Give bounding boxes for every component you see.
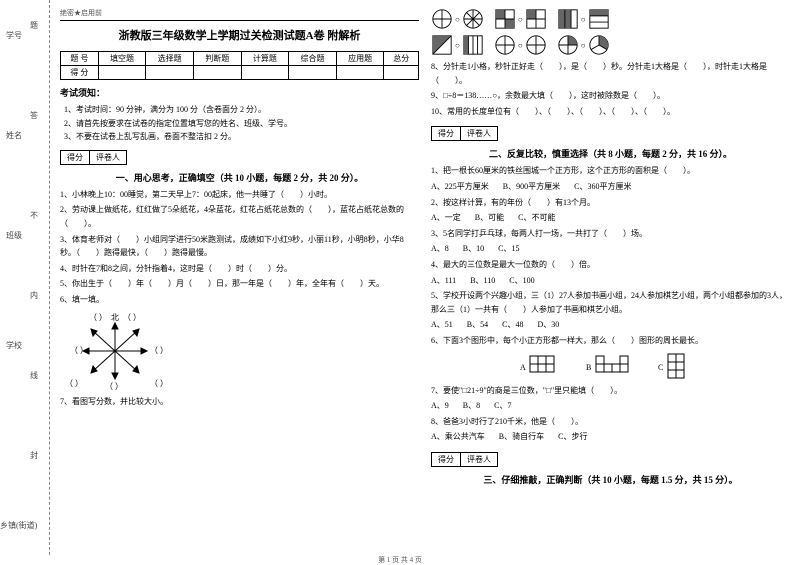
- margin-cut-5: 答: [30, 110, 38, 121]
- section-score-box-2: 得分 评卷人: [431, 126, 498, 141]
- svg-text:（ ）: （ ）: [105, 382, 123, 391]
- polyomino-row: A B C: [431, 352, 790, 380]
- st-h7: 总分: [384, 52, 419, 66]
- st-h3: 判断题: [193, 52, 241, 66]
- svg-text:（ ）: （ ）: [150, 346, 168, 355]
- page-footer: 第 1 页 共 4 页: [0, 555, 800, 565]
- q1-9: 9、□÷8＝138……○，余数最大填（ ），这时被除数是（ ）。: [431, 89, 790, 103]
- svg-text:（ ） 北 （ ）: （ ） 北 （ ）: [89, 313, 141, 322]
- st-h4: 计算题: [241, 52, 289, 66]
- q2-6: 6、下面3个图形中，每个小正方形都一样大，那么（ ）图形的周长最长。: [431, 334, 790, 348]
- svg-text:（ ）: （ ）: [65, 379, 83, 388]
- margin-cut-6: 题: [30, 20, 38, 31]
- frac-circle-3: ○: [557, 34, 610, 56]
- q2-3: 3、5名同学打乒乓球，每两人打一场，一共打了（ ）场。: [431, 227, 790, 241]
- binding-margin: 学号 题 姓名 答 班级 不 内 学校 线 封 乡镇(街道): [0, 0, 50, 555]
- margin-cut-2: 线: [30, 370, 38, 381]
- st-s0: 得 分: [61, 66, 99, 80]
- q2-5: 5、学校开设两个兴趣小组，三（1）27人参加书画小组，24人参加棋艺小组，两个小…: [431, 289, 790, 316]
- section1-title: 一、用心思考，正确填空（共 10 小题，每题 2 分，共 20 分）。: [60, 171, 419, 184]
- svg-text:（ ）: （ ）: [150, 379, 168, 388]
- q1-3: 3、体育老师对（ ）小组同学进行50米跑测试，成绩如下小红9秒，小丽11秒，小明…: [60, 233, 419, 260]
- poly-b: B: [586, 352, 640, 380]
- score-table: 题 号 填空题 选择题 判断题 计算题 综合题 应用题 总分 得 分: [60, 51, 419, 80]
- left-column: 绝密★启用前 浙教版三年级数学上学期过关检测试题A卷 附解析 题 号 填空题 选…: [60, 8, 419, 547]
- margin-cut-1: 封: [30, 450, 38, 461]
- q1-10: 10、常用的长度单位有（ ）、（ ）、（ ）、（ ）、（ ）。: [431, 105, 790, 119]
- notice-3: 3、不要在试卷上乱写乱画，卷面不整洁扣 2 分。: [64, 130, 419, 144]
- poly-c: C: [658, 352, 704, 380]
- st-h1: 填空题: [98, 52, 146, 66]
- st-h5: 综合题: [289, 52, 337, 66]
- q1-7: 7、看图写分数，并比较大小。: [60, 395, 419, 409]
- notice-1: 1、考试时间：90 分钟，满分为 100 分（含卷面分 2 分）。: [64, 103, 419, 117]
- q2-2: 2、按这样计算，有的年份（ ）有13个月。: [431, 196, 790, 210]
- svg-text:B: B: [586, 363, 591, 372]
- fraction-row-1: ○ ○ ○: [431, 8, 790, 30]
- margin-cut-4: 不: [30, 210, 38, 221]
- frac-square-3: ○: [431, 34, 484, 56]
- margin-lbl-4: 姓名: [6, 130, 22, 141]
- margin-lbl-3: 班级: [6, 230, 22, 241]
- margin-lbl-5: 学号: [6, 30, 22, 41]
- section-score-box-3: 得分 评卷人: [431, 452, 498, 467]
- q1-1: 1、小林晚上10：00睡觉，第二天早上7：00起床，他一共睡了（ ）小时。: [60, 188, 419, 202]
- frac-circle-1: ○: [431, 8, 484, 30]
- q1-6: 6、填一填。: [60, 293, 419, 307]
- svg-text:A: A: [520, 363, 526, 372]
- grader-label: 评卷人: [90, 151, 126, 164]
- q2-7: 7、要使"□21÷9"的商是三位数，"□"里只能填（ ）。: [431, 384, 790, 398]
- exam-title: 浙教版三年级数学上学期过关检测试题A卷 附解析: [60, 27, 419, 43]
- score-label: 得分: [61, 151, 90, 164]
- section2-title: 二、反复比较，慎重选择（共 8 小题，每题 2 分，共 16 分）。: [431, 147, 790, 160]
- margin-cut-3: 内: [30, 290, 38, 301]
- poly-a: A: [518, 352, 568, 380]
- notice-2: 2、请首先按要求在试卷的指定位置填写您的姓名、班级、学号。: [64, 117, 419, 131]
- confidential-label: 绝密★启用前: [60, 8, 419, 18]
- margin-lbl-2: 学校: [6, 340, 22, 351]
- q2-1: 1、把一根长60厘米的铁丝围城一个正方形，这个正方形的面积是（ ）。: [431, 164, 790, 178]
- frac-square-1: ○: [494, 8, 547, 30]
- frac-circle-2: ○: [494, 34, 547, 56]
- q2-8: 8、爸爸3小时行了210千米，他是（ ）。: [431, 415, 790, 429]
- q1-2: 2、劳动课上做纸花，红红做了5朵纸花，4朵蓝花，红花占纸花总数的（ ），蓝花占纸…: [60, 203, 419, 230]
- fraction-row-2: ○ ○ ○: [431, 34, 790, 56]
- st-h2: 选择题: [146, 52, 194, 66]
- q2-4: 4、最大的三位数是最大一位数的（ ）倍。: [431, 258, 790, 272]
- st-h0: 题 号: [61, 52, 99, 66]
- st-h6: 应用题: [336, 52, 384, 66]
- q1-4: 4、时针在7和8之间，分针指着4，这时是（ ）时（ ）分。: [60, 262, 419, 276]
- svg-text:C: C: [658, 363, 663, 372]
- frac-square-2: ○: [557, 8, 610, 30]
- compass-diagram: （ ） 北 （ ） （ ） （ ） （ ） （ ） （ ）: [60, 311, 419, 391]
- q1-8: 8、分针走1小格，秒针正好走（ ），是（ ）秒。分针走1大格是（ ），时针走1大…: [431, 60, 790, 87]
- right-column: ○ ○ ○ ○ ○ ○ 8、分针走1小格，秒针正好走: [431, 8, 790, 547]
- q1-5: 5、你出生于（ ）年（ ）月（ ）日，那一年是（ ）年，全年有（ ）天。: [60, 277, 419, 291]
- svg-text:（ ）: （ ）: [70, 346, 88, 355]
- section3-title: 三、仔细推敲，正确判断（共 10 小题，每题 1.5 分，共 15 分）。: [431, 473, 790, 486]
- notice-heading: 考试须知：: [60, 86, 419, 99]
- section-score-box-1: 得分 评卷人: [60, 150, 127, 165]
- margin-lbl-1: 乡镇(街道): [0, 520, 37, 531]
